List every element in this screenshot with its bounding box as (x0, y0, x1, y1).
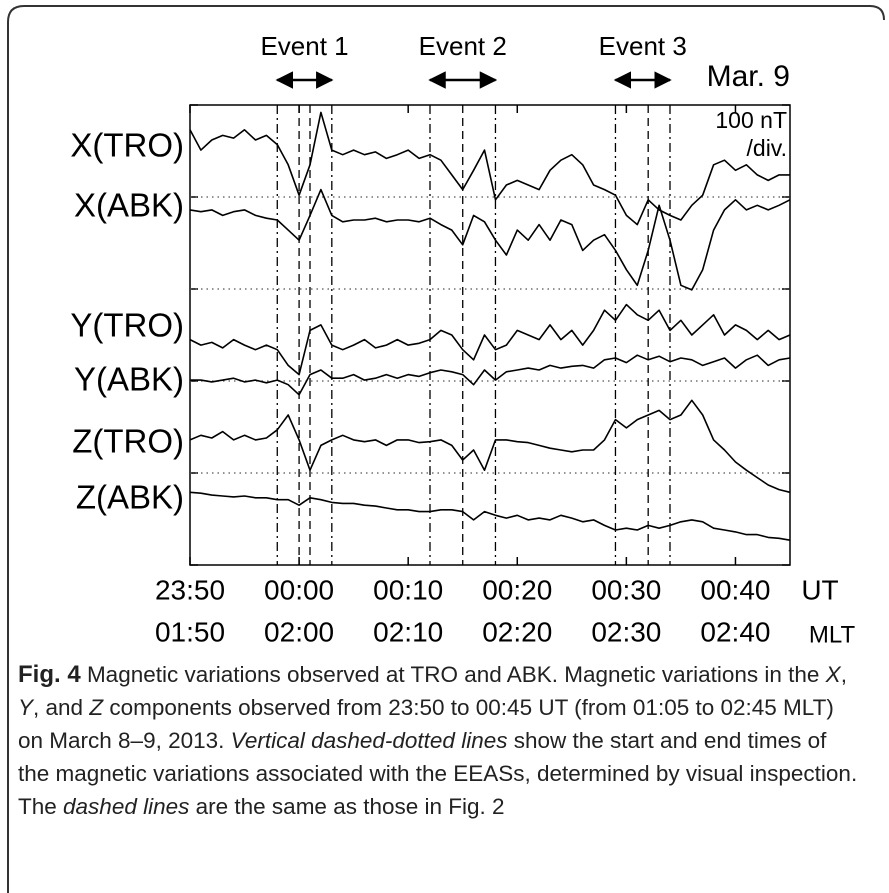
trace-label: Z(ABK) (76, 479, 184, 516)
caption-text: Magnetic variations observed at TRO and … (86, 662, 826, 687)
event-label: Event 2 (419, 31, 507, 61)
mlt-tick-label: 01:50 (155, 616, 225, 647)
date-label: Mar. 9 (707, 60, 790, 93)
trace (189, 188, 791, 291)
trace-label: Y(ABK) (74, 361, 184, 398)
caption-text: are the same as those in Fig. 2 (189, 794, 505, 819)
caption-text: Vertical dashed-dotted lines (230, 728, 508, 753)
trace (189, 399, 791, 494)
caption-text: Z (89, 695, 104, 720)
caption: Fig. 4 Magnetic variations observed at T… (18, 658, 863, 823)
x-tick-label: 00:10 (373, 574, 443, 605)
mlt-tick-label: 02:30 (591, 616, 661, 647)
trace (189, 303, 791, 376)
trace-label: Z(TRO) (72, 423, 184, 460)
caption-text: , (840, 662, 847, 687)
trace-label: X(TRO) (70, 127, 184, 164)
frame (7, 5, 885, 893)
caption-text: show the start and end times of the magn… (18, 728, 858, 819)
mlt-tick-label: 02:40 (700, 616, 770, 647)
event-label: Event 1 (260, 31, 348, 61)
scale-label: 100 nT (715, 107, 787, 133)
mlt-tick-label: 02:00 (264, 616, 334, 647)
x-tick-label: 00:40 (700, 574, 770, 605)
mlt-tick-label: 02:10 (373, 616, 443, 647)
trace (189, 111, 790, 226)
x-tick-label: 00:00 (264, 574, 334, 605)
trace-label: Y(TRO) (70, 307, 184, 344)
x-tick-label: 00:30 (591, 574, 661, 605)
x-tick-label: 23:50 (155, 574, 225, 605)
trace (190, 354, 791, 396)
x-tick-label: 00:20 (482, 574, 552, 605)
caption-text: Y (18, 695, 34, 720)
caption-label: Fig. 4 (18, 661, 81, 688)
caption-text: components observed from 23:50 to 00:45 … (18, 695, 834, 753)
caption-text: , and (33, 695, 90, 720)
caption-text: dashed lines (63, 794, 190, 819)
trace (189, 491, 791, 541)
scale-label: /div. (747, 135, 787, 161)
caption-text: X (825, 662, 841, 687)
x-unit: UT (801, 574, 838, 605)
trace-label: X(ABK) (74, 187, 184, 224)
mlt-tick-label: 02:20 (482, 616, 552, 647)
mlt-unit: MLT (809, 621, 856, 648)
event-label: Event 3 (599, 31, 687, 61)
